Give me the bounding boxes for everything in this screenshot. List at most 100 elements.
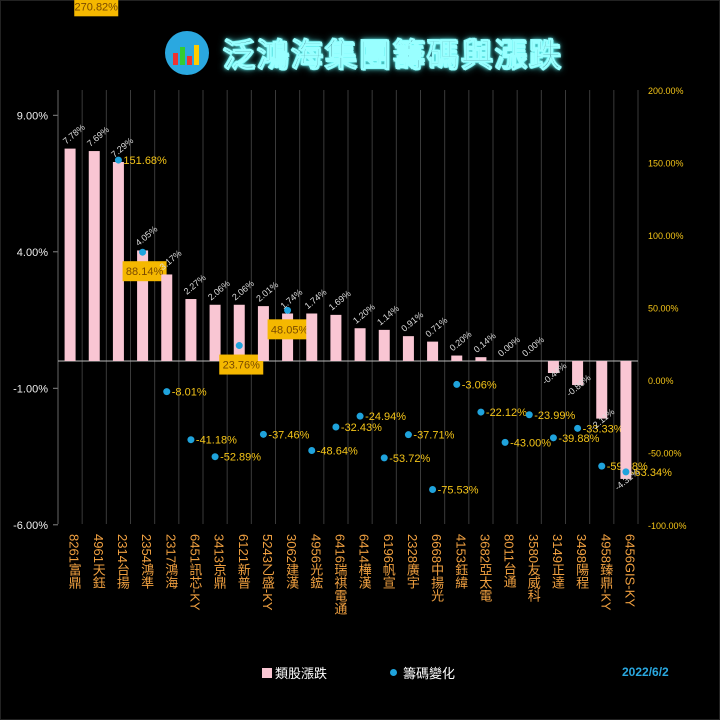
category-label: 2314台揚 (115, 534, 130, 589)
category-label: 2328廣宇 (405, 534, 420, 589)
bar (137, 250, 149, 361)
dot-marker (453, 380, 461, 388)
dot-marker (163, 388, 171, 396)
category-label: 3580友威科 (526, 534, 541, 602)
dot-marker (259, 430, 267, 438)
legend-bar-swatch-icon (262, 667, 272, 678)
dot-marker (284, 306, 292, 314)
bar-value-label: 7.69% (85, 125, 111, 149)
legend-dot-label: 籌碼變化 (403, 666, 456, 681)
dot-marker (549, 434, 557, 442)
legend-dot: 籌碼變化 (390, 663, 455, 682)
dot-value-label: -63.34% (631, 467, 672, 479)
dot-marker (429, 486, 437, 494)
bar (620, 361, 632, 479)
bar-value-label: 7.78% (61, 122, 87, 146)
dot-value-label: -53.72% (389, 453, 430, 465)
category-label: 6196帆宣 (381, 534, 396, 589)
bar (572, 361, 584, 386)
dot-value-label: 88.14% (126, 266, 164, 278)
category-label: 8011台通 (502, 534, 517, 588)
dot-value-label: -32.43% (341, 422, 382, 434)
category-label: 3498陽程 (574, 534, 589, 590)
dot-value-label: -41.18% (196, 435, 237, 447)
dot-marker (211, 453, 219, 461)
bar (233, 304, 245, 361)
legend-bar-label: 類股漲跌 (275, 666, 328, 681)
dot-marker (404, 431, 412, 439)
bar (185, 299, 197, 361)
dot-value-label: 151.68% (123, 155, 167, 167)
bar (306, 313, 318, 361)
dot-label-highlight (219, 354, 264, 375)
bar (547, 361, 559, 374)
right-axis-label: -100.00% (648, 521, 687, 531)
dot-marker (332, 423, 340, 431)
category-label: 6668中揚光 (429, 534, 444, 602)
dot-marker (598, 462, 606, 470)
category-label: 6456GIS-KY (622, 534, 637, 607)
right-axis-label: -50.00% (648, 449, 682, 459)
dot-marker (622, 468, 630, 476)
dot-marker (308, 447, 316, 455)
bar (378, 329, 390, 361)
bar-value-label: 0.00% (520, 334, 546, 358)
dot-marker (114, 156, 122, 164)
dot-value-label: 270.82% (75, 1, 119, 13)
category-label: 6416瑞祺電通 (332, 534, 347, 615)
category-label: 3062建漢 (284, 534, 299, 589)
right-axis-label: 100.00% (648, 231, 684, 241)
bar-value-label: 0.00% (496, 334, 522, 358)
right-axis-label: 150.00% (648, 159, 684, 169)
dot-marker (525, 411, 533, 419)
left-axis-label: 9.00% (17, 110, 48, 122)
bar-value-label: 2.06% (230, 278, 256, 302)
dot-value-label: -22.12% (486, 407, 527, 419)
bar (112, 161, 124, 361)
category-label: 5243乙盛-KY (260, 534, 275, 611)
bar-value-label: 0.71% (423, 315, 449, 339)
bar (354, 328, 366, 361)
chart-date: 2022/6/2 (622, 665, 669, 679)
dot-marker (380, 454, 388, 462)
dot-marker (356, 412, 364, 420)
bar (64, 148, 76, 361)
category-label: 8261富鼎 (67, 534, 82, 590)
bar (427, 341, 439, 361)
bar-value-label: 2.06% (206, 278, 232, 302)
dot-label-highlight (122, 261, 167, 282)
category-label: 6121新普 (236, 534, 251, 590)
bar-value-label: 0.91% (399, 310, 425, 334)
dot-value-label: -37.71% (413, 430, 454, 442)
category-label: 2317鴻海 (163, 534, 178, 589)
dot-value-label: -48.64% (317, 446, 358, 458)
bar-value-label: 4.05% (133, 224, 159, 248)
category-label: 4956光鋐 (308, 534, 323, 589)
category-label: 3682亞太電 (477, 534, 492, 602)
bar-value-label: 0.20% (448, 329, 474, 353)
bar-value-label: 3.17% (158, 248, 184, 272)
chart-header: 泛鴻海集團籌碼與漲跌 (165, 28, 563, 78)
bar (402, 336, 414, 361)
dot-label-highlight (267, 319, 312, 340)
bar (257, 306, 269, 361)
bar (209, 304, 221, 361)
category-label: 4958臻鼎-KY (598, 534, 613, 611)
right-axis-label: 50.00% (648, 304, 679, 314)
bar-value-label: 1.14% (375, 303, 401, 327)
dot-value-label: 23.76% (223, 360, 261, 372)
dot-value-label: -33.33% (583, 423, 624, 435)
bar (161, 274, 173, 361)
dot-value-label: -75.53% (438, 485, 479, 497)
bar-value-label: 2.01% (254, 280, 280, 304)
dot-marker (477, 408, 485, 416)
left-axis-label: 4.00% (17, 247, 48, 259)
dot-value-label: -24.94% (365, 411, 406, 423)
bar-value-label: 1.74% (303, 287, 329, 311)
left-axis-label: -1.00% (13, 383, 48, 395)
category-label: 6414樺漢 (357, 534, 372, 589)
bar-value-label: 1.69% (327, 288, 353, 312)
category-label: 3149正達 (550, 534, 565, 589)
dot-value-label: -3.06% (462, 379, 497, 391)
dot-value-label: -43.00% (510, 437, 551, 449)
